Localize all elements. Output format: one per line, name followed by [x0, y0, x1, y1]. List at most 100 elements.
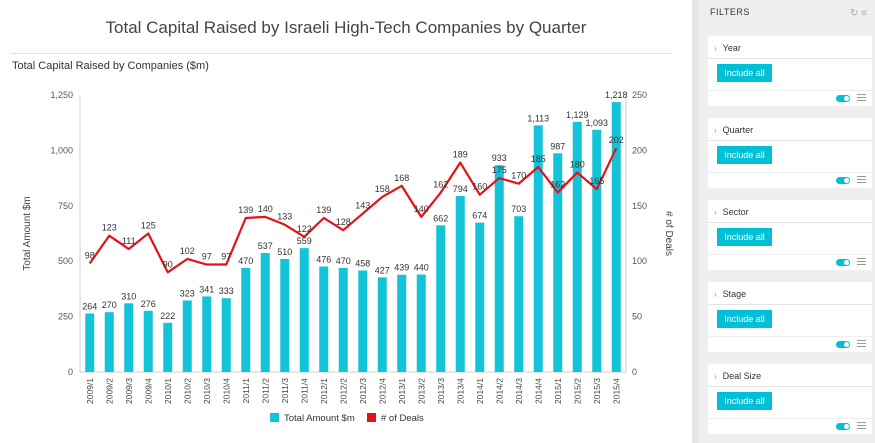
filter-header-stage[interactable]: › Stage — [714, 289, 746, 299]
line-data-label: 128 — [336, 217, 351, 227]
bar-data-label: 440 — [414, 262, 429, 272]
x-tick-label: 2010/2 — [182, 378, 192, 404]
line-data-label: 180 — [570, 160, 585, 170]
chart-subtitle: Total Capital Raised by Companies ($m) — [12, 60, 209, 72]
filter-header-deal-size[interactable]: › Deal Size — [714, 371, 761, 381]
toggle-switch[interactable] — [836, 341, 850, 348]
y-tick-label: 0 — [68, 367, 73, 377]
filter-divider — [708, 58, 872, 59]
line-data-label: 97 — [221, 252, 231, 262]
bar-data-label: 537 — [258, 241, 273, 251]
toggle-switch[interactable] — [836, 177, 850, 184]
chevron-right-icon: › — [714, 44, 717, 53]
bar-2013-3 — [436, 225, 446, 372]
hamburger-icon[interactable] — [857, 94, 866, 102]
bar-data-label: 333 — [219, 286, 234, 296]
filters-header: FILTERS — [710, 7, 750, 17]
bar-data-label: 1,113 — [527, 113, 549, 123]
y-tick-label: 1,250 — [50, 90, 73, 100]
refresh-icon[interactable]: ↻ — [849, 8, 859, 19]
x-tick-label: 2010/3 — [202, 378, 212, 404]
bar-data-label: 1,218 — [605, 90, 628, 100]
x-tick-label: 2014/2 — [494, 378, 504, 404]
filter-label: Year — [722, 43, 741, 53]
x-tick-label: 2011/3 — [280, 378, 290, 404]
y2-tick-label: 0 — [632, 367, 637, 377]
x-tick-label: 2009/1 — [85, 378, 95, 404]
include-all-button-deal-size[interactable]: Include all — [717, 392, 772, 410]
bar-2014-4 — [533, 125, 543, 373]
x-tick-label: 2014/3 — [514, 378, 524, 404]
line-data-label: 140 — [414, 204, 429, 214]
bar-data-label: 476 — [316, 255, 331, 265]
hamburger-icon[interactable] — [857, 258, 866, 266]
bar-2012-2 — [338, 267, 348, 372]
x-tick-label: 2010/4 — [221, 378, 231, 404]
filter-footer — [708, 418, 872, 434]
line-data-label: 111 — [122, 236, 136, 246]
hamburger-icon[interactable] — [857, 422, 866, 430]
bar-2009-3 — [124, 303, 134, 372]
bar-data-label: 341 — [199, 284, 214, 294]
y2-axis-title: # of Deals — [663, 211, 674, 256]
line-data-label: 139 — [316, 205, 331, 215]
filter-header-year[interactable]: › Year — [714, 43, 741, 53]
filter-footer — [708, 172, 872, 188]
line-data-label: 189 — [453, 150, 468, 160]
filter-quarter: › Quarter Include all — [708, 118, 872, 188]
x-tick-label: 2011/2 — [260, 378, 270, 404]
bar-data-label: 439 — [394, 263, 409, 273]
y2-tick-label: 100 — [632, 256, 647, 266]
x-tick-label: 2009/4 — [143, 378, 153, 404]
filter-sector: › Sector Include all — [708, 200, 872, 270]
bar-2013-4 — [455, 196, 465, 372]
filter-label: Quarter — [722, 125, 754, 135]
y2-tick-label: 150 — [632, 201, 647, 211]
bar-2015-4 — [611, 102, 621, 373]
bar-2012-1 — [319, 266, 329, 372]
x-tick-label: 2015/1 — [553, 378, 563, 404]
x-tick-label: 2012/4 — [377, 378, 387, 404]
include-all-button-quarter[interactable]: Include all — [717, 146, 772, 164]
line-data-label: 202 — [609, 135, 624, 145]
toggle-switch[interactable] — [836, 423, 850, 430]
bar-2011-3 — [280, 258, 290, 372]
filter-label: Stage — [722, 289, 747, 299]
bar-2014-2 — [494, 165, 504, 372]
y-tick-label: 250 — [58, 312, 73, 322]
line-data-label: 175 — [492, 165, 507, 175]
bar-data-label: 458 — [355, 259, 370, 269]
chart-title: Total Capital Raised by Israeli High-Tec… — [105, 18, 587, 37]
bar-2014-3 — [514, 216, 524, 372]
filter-divider — [708, 304, 872, 305]
toggle-switch[interactable] — [836, 259, 850, 266]
legend-label-total-amount: Total Amount $m — [284, 413, 355, 424]
filter-label: Deal Size — [722, 371, 762, 381]
bar-2010-1 — [163, 322, 173, 372]
line-data-label: 158 — [375, 184, 390, 194]
toggle-switch[interactable] — [836, 95, 850, 102]
x-tick-label: 2009/3 — [124, 378, 134, 404]
filters-panel: FILTERS ↻ ≡ › Year Include all › Quarter I… — [698, 0, 875, 443]
include-all-button-year[interactable]: Include all — [717, 64, 772, 82]
filter-footer — [708, 90, 872, 106]
bar-data-label: 270 — [102, 300, 117, 310]
line-data-label: 133 — [277, 212, 292, 222]
include-all-button-stage[interactable]: Include all — [717, 310, 772, 328]
x-tick-label: 2015/3 — [592, 378, 602, 404]
x-tick-label: 2011/4 — [299, 378, 309, 404]
bar-2015-3 — [592, 129, 602, 372]
hamburger-icon[interactable] — [857, 176, 866, 184]
menu-icon[interactable]: ≡ — [861, 8, 867, 19]
hamburger-icon[interactable] — [857, 340, 866, 348]
bar-data-label: 323 — [180, 288, 195, 298]
filter-divider — [708, 222, 872, 223]
x-tick-label: 2014/4 — [533, 378, 543, 404]
x-tick-label: 2013/3 — [436, 378, 446, 404]
filter-header-sector[interactable]: › Sector — [714, 207, 749, 217]
include-all-button-sector[interactable]: Include all — [717, 228, 772, 246]
filter-header-quarter[interactable]: › Quarter — [714, 125, 753, 135]
x-tick-label: 2013/1 — [397, 378, 407, 404]
line-data-label: 168 — [394, 173, 409, 183]
bar-data-label: 1,129 — [566, 110, 589, 120]
